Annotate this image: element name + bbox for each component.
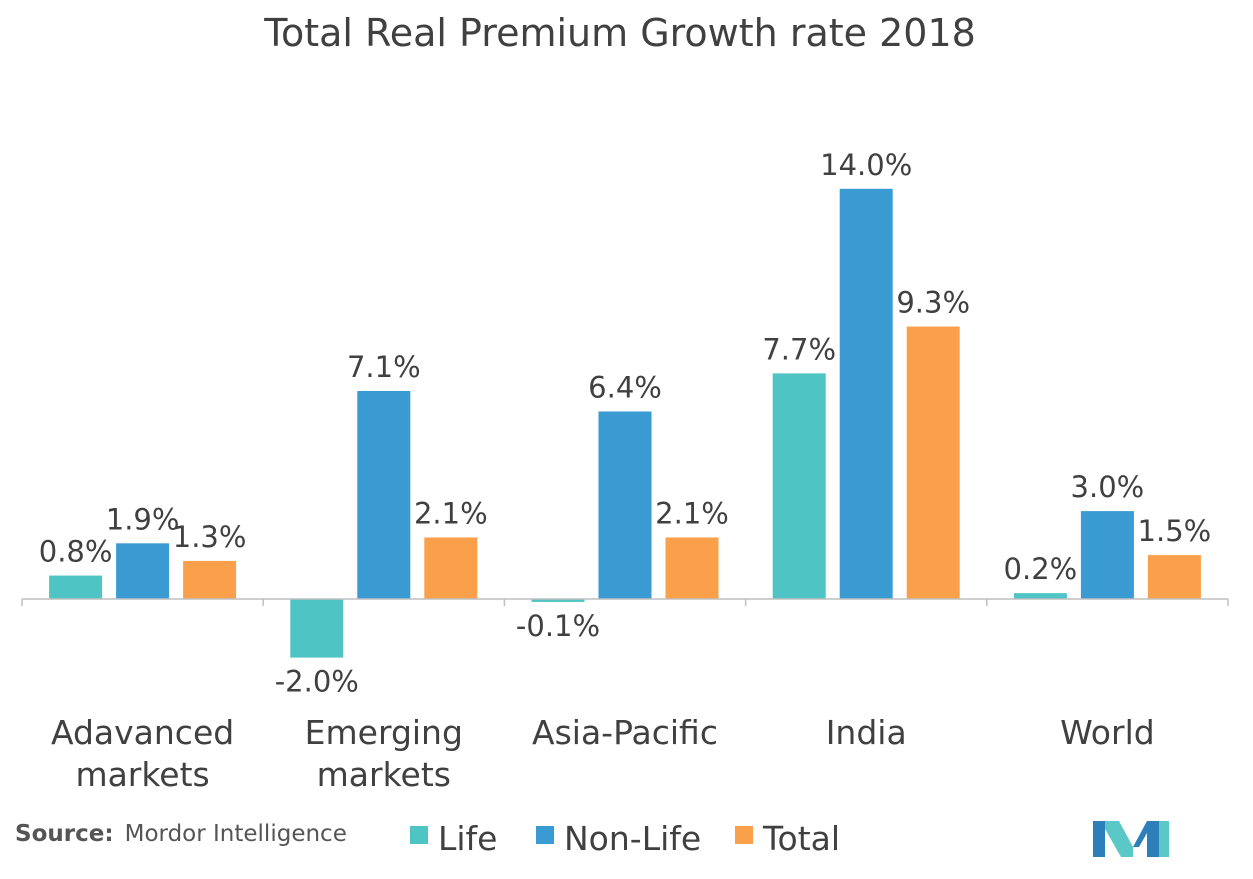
bar-non-life-3: [839, 188, 893, 600]
data-label-life-1: -2.0%: [275, 665, 359, 699]
data-label-total-2: 2.1%: [655, 496, 729, 530]
mordor-intelligence-logo-icon: [1093, 821, 1169, 857]
bar-life-4: [1013, 593, 1067, 599]
category-label-1-0: Emerging: [305, 713, 463, 752]
bar-non-life-4: [1080, 511, 1134, 599]
bar-total-0: [183, 560, 237, 599]
data-label-total-0: 1.3%: [173, 520, 247, 554]
data-label-total-1: 2.1%: [414, 496, 488, 530]
data-labels: 0.8%1.9%1.3% -2.0% 7.1% 2.1% -0.1% 6.4% 2.1% 7.…: [39, 148, 1211, 699]
source-label: Source:: [15, 821, 114, 847]
category-label-1-1: markets: [317, 755, 451, 794]
bar-life-0: [49, 575, 103, 599]
data-label-non-life-4: 3.0%: [1071, 470, 1145, 504]
bar-total-1: [424, 537, 478, 599]
legend-label-life: Life: [438, 819, 497, 858]
chart-title: Total Real Premium Growth rate 2018: [263, 11, 976, 55]
category-label-0-1: markets: [75, 755, 209, 794]
bar-life-2: [531, 599, 585, 602]
bar-non-life-2: [598, 411, 652, 599]
legend-swatch-total: [735, 826, 753, 844]
category-labels: AdavancedmarketsEmergingmarketsAsia-Paci…: [51, 713, 1155, 794]
data-label-non-life-3: 14.0%: [820, 148, 912, 182]
bar-life-1: [290, 599, 344, 658]
bar-non-life-0: [116, 543, 170, 599]
legend-label-non-life: Non-Life: [564, 819, 701, 858]
data-label-total-4: 1.5%: [1138, 514, 1212, 548]
data-label-non-life-1: 7.1%: [347, 350, 421, 384]
legend-swatch-non-life: [536, 826, 554, 844]
bar-total-3: [906, 326, 960, 599]
bar-total-2: [665, 537, 719, 599]
category-label-4-0: World: [1060, 713, 1155, 752]
data-label-life-3: 7.7%: [762, 332, 836, 366]
legend: Life Non-Life Total: [410, 819, 840, 858]
data-label-non-life-2: 6.4%: [588, 370, 662, 404]
category-label-2-0: Asia-Pacific: [532, 713, 718, 752]
bar-non-life-1: [357, 390, 411, 599]
category-label-3-0: India: [826, 713, 907, 752]
source-note: Source: Mordor Intelligence: [15, 821, 347, 847]
data-label-life-0: 0.8%: [39, 535, 113, 569]
data-label-life-4: 0.2%: [1004, 552, 1078, 586]
data-label-total-3: 9.3%: [896, 286, 970, 320]
source-text: Mordor Intelligence: [125, 821, 347, 847]
data-label-life-2: -0.1%: [516, 609, 600, 643]
bar-total-4: [1147, 555, 1201, 599]
bar-life-3: [772, 373, 826, 599]
legend-label-total: Total: [762, 819, 840, 858]
svg-text:Source: Mordor Intellige: Source: Mordor Intelligence: [15, 821, 347, 847]
legend-swatch-life: [410, 826, 428, 844]
x-axis: [21, 598, 1229, 606]
category-label-0-0: Adavanced: [51, 713, 234, 752]
bars-layer: [49, 188, 1201, 658]
data-label-non-life-0: 1.9%: [106, 502, 180, 536]
